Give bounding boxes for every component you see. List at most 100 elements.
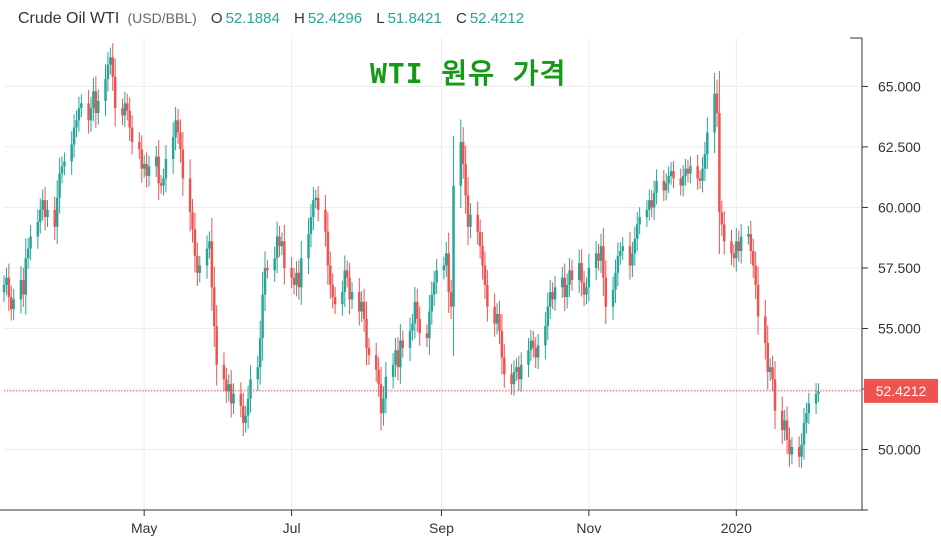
candle-body	[94, 91, 98, 114]
candle-body	[297, 272, 301, 288]
candle-body	[730, 241, 733, 254]
candle-body	[345, 270, 349, 278]
y-tick-label: 50.000	[878, 441, 921, 457]
candle-body	[532, 340, 535, 348]
candle-body	[428, 311, 431, 339]
candle-body	[256, 367, 260, 380]
legend-open-value: 52.1884	[225, 10, 280, 27]
candle-body	[585, 287, 588, 295]
candle-body	[176, 120, 180, 133]
candle-body	[181, 149, 185, 179]
candle-body	[628, 246, 632, 266]
candle-body	[527, 350, 530, 365]
candle-body	[800, 444, 803, 457]
candle-body	[669, 171, 673, 176]
candle-body	[706, 132, 709, 155]
candle-body	[553, 287, 557, 300]
candle-body	[10, 296, 13, 310]
candle-body	[232, 393, 235, 404]
x-tick-label: Jul	[283, 520, 301, 536]
candle-body	[435, 270, 438, 283]
candle-body	[307, 234, 310, 259]
legend-close-value: 52.4212	[469, 10, 525, 27]
candle-body	[781, 410, 784, 431]
x-tick-label: 2020	[721, 520, 752, 536]
candle-body	[210, 241, 214, 288]
candle-body	[519, 364, 523, 380]
candle-body	[570, 270, 574, 281]
candle-body	[80, 103, 83, 109]
candle-body	[312, 200, 315, 218]
candle-body	[104, 79, 107, 101]
candle-body	[754, 265, 757, 285]
candle-body	[22, 280, 25, 295]
candle-body	[461, 142, 465, 164]
candle-body	[145, 163, 148, 176]
candle-body	[205, 248, 209, 266]
candle-body	[249, 379, 252, 399]
candle-body	[459, 142, 463, 186]
candle-body	[367, 347, 371, 356]
candle-body	[713, 93, 716, 133]
candle-body	[411, 323, 414, 331]
candle-body	[756, 284, 760, 317]
candle-body	[749, 234, 753, 252]
candle-body	[97, 100, 100, 114]
candle-body	[561, 277, 564, 288]
candle-body	[26, 248, 30, 259]
x-tick-label: Sep	[429, 520, 454, 536]
x-tick-label: May	[131, 520, 157, 536]
candle-body	[77, 108, 81, 121]
candle-body	[174, 120, 177, 138]
candle-body	[329, 265, 332, 285]
candle-body	[188, 178, 192, 213]
candle-body	[635, 224, 639, 239]
candle-body	[87, 103, 90, 121]
candle-body	[817, 391, 820, 394]
candle-body	[126, 103, 129, 111]
candle-body	[783, 420, 786, 431]
candle-body	[689, 166, 692, 174]
candle-body	[802, 422, 806, 445]
candle-body	[227, 384, 231, 392]
candle-body	[60, 166, 64, 174]
legend-low-label: L	[376, 10, 385, 27]
candle-body	[408, 330, 412, 348]
candle-body	[121, 108, 124, 116]
y-tick-label: 62.500	[878, 139, 921, 155]
chart-legend: Crude Oil WTI (USD/BBL) O 52.1884 H 52.429…	[18, 10, 524, 28]
candle-body	[652, 192, 656, 208]
candle-body	[536, 345, 540, 358]
candle-body	[447, 253, 450, 293]
last-price-label: 52.4212	[876, 383, 927, 399]
candle-body	[239, 393, 243, 406]
candle-body	[75, 120, 78, 128]
candle-body	[416, 301, 419, 319]
candle-body	[348, 277, 351, 300]
candle-body	[631, 253, 634, 266]
candle-body	[735, 241, 738, 259]
candle-body	[703, 154, 707, 169]
legend-close-label: C	[456, 10, 467, 27]
candle-body	[486, 284, 489, 307]
candle-body	[577, 263, 581, 281]
candle-body	[295, 272, 298, 285]
candle-body	[621, 246, 624, 252]
candle-body	[503, 357, 506, 375]
candle-body	[275, 236, 279, 259]
candle-body	[290, 267, 293, 278]
candle-body	[19, 280, 23, 300]
candle-body	[309, 217, 313, 235]
candle-body	[686, 168, 690, 174]
candle-body	[242, 405, 245, 423]
candle-body	[263, 267, 267, 295]
candle-body	[138, 142, 141, 150]
candle-body	[382, 398, 385, 414]
candle-body	[498, 313, 501, 331]
candle-body	[292, 277, 296, 285]
candle-body	[130, 127, 134, 143]
candle-body	[797, 447, 801, 457]
candle-body	[664, 183, 668, 191]
candle-body	[7, 277, 11, 297]
